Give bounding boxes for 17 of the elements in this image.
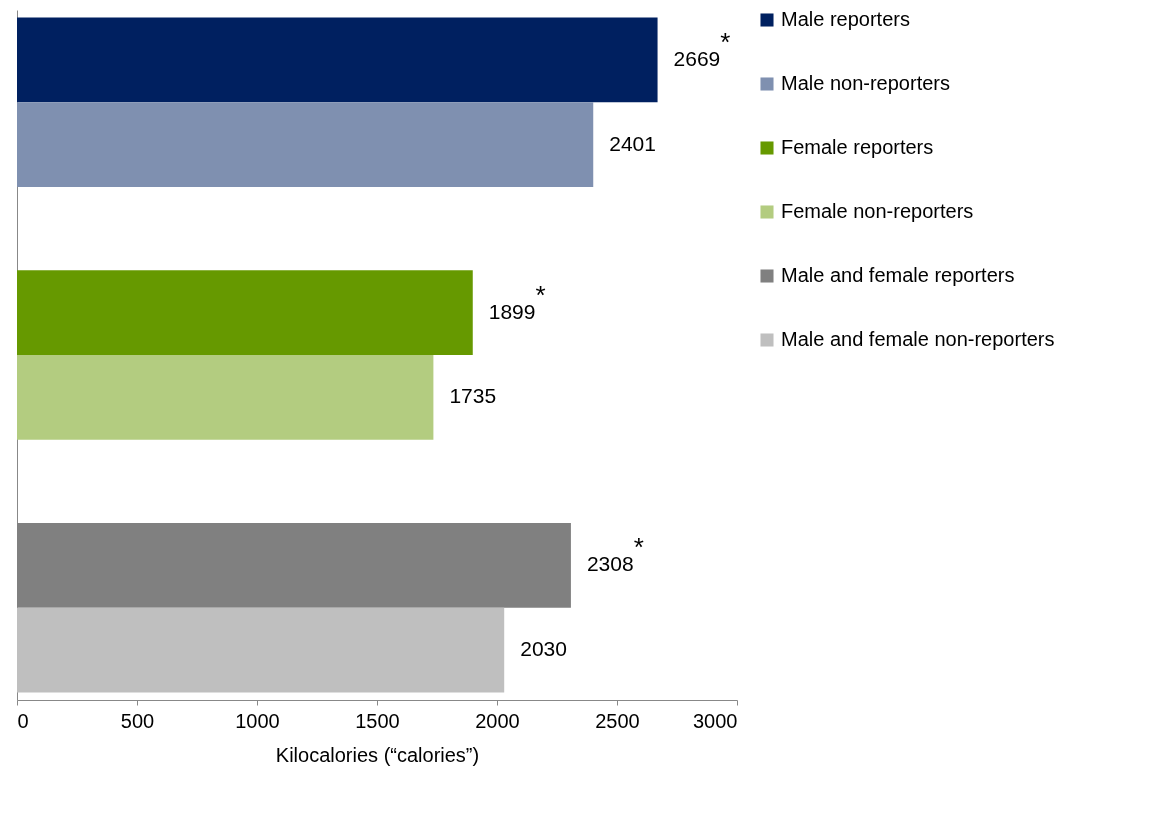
x-axis-title: Kilocalories (“calories”)	[275, 743, 480, 766]
x-tick-label: 0	[17, 709, 29, 732]
x-tick-label: 2500	[595, 709, 640, 732]
legend-label: Male reporters	[781, 8, 910, 30]
data-label: 2401	[609, 131, 656, 155]
data-label: 2030	[520, 637, 567, 661]
legend-label: Male and female non-reporters	[781, 328, 1055, 350]
x-tick-label: 2000	[475, 709, 520, 732]
x-tick-label: 500	[120, 709, 155, 732]
legend-label: Male and female reporters	[781, 264, 1015, 286]
data-label: 1735	[449, 384, 497, 408]
x-tick-label: 1500	[355, 709, 400, 732]
x-tick-label: 3000	[693, 709, 738, 732]
legend-label: Male non-reporters	[781, 72, 950, 94]
legend-label: Female non-reporters	[781, 200, 974, 222]
x-tick-label: 1000	[235, 709, 280, 732]
legend-label: Female reporters	[781, 136, 934, 158]
